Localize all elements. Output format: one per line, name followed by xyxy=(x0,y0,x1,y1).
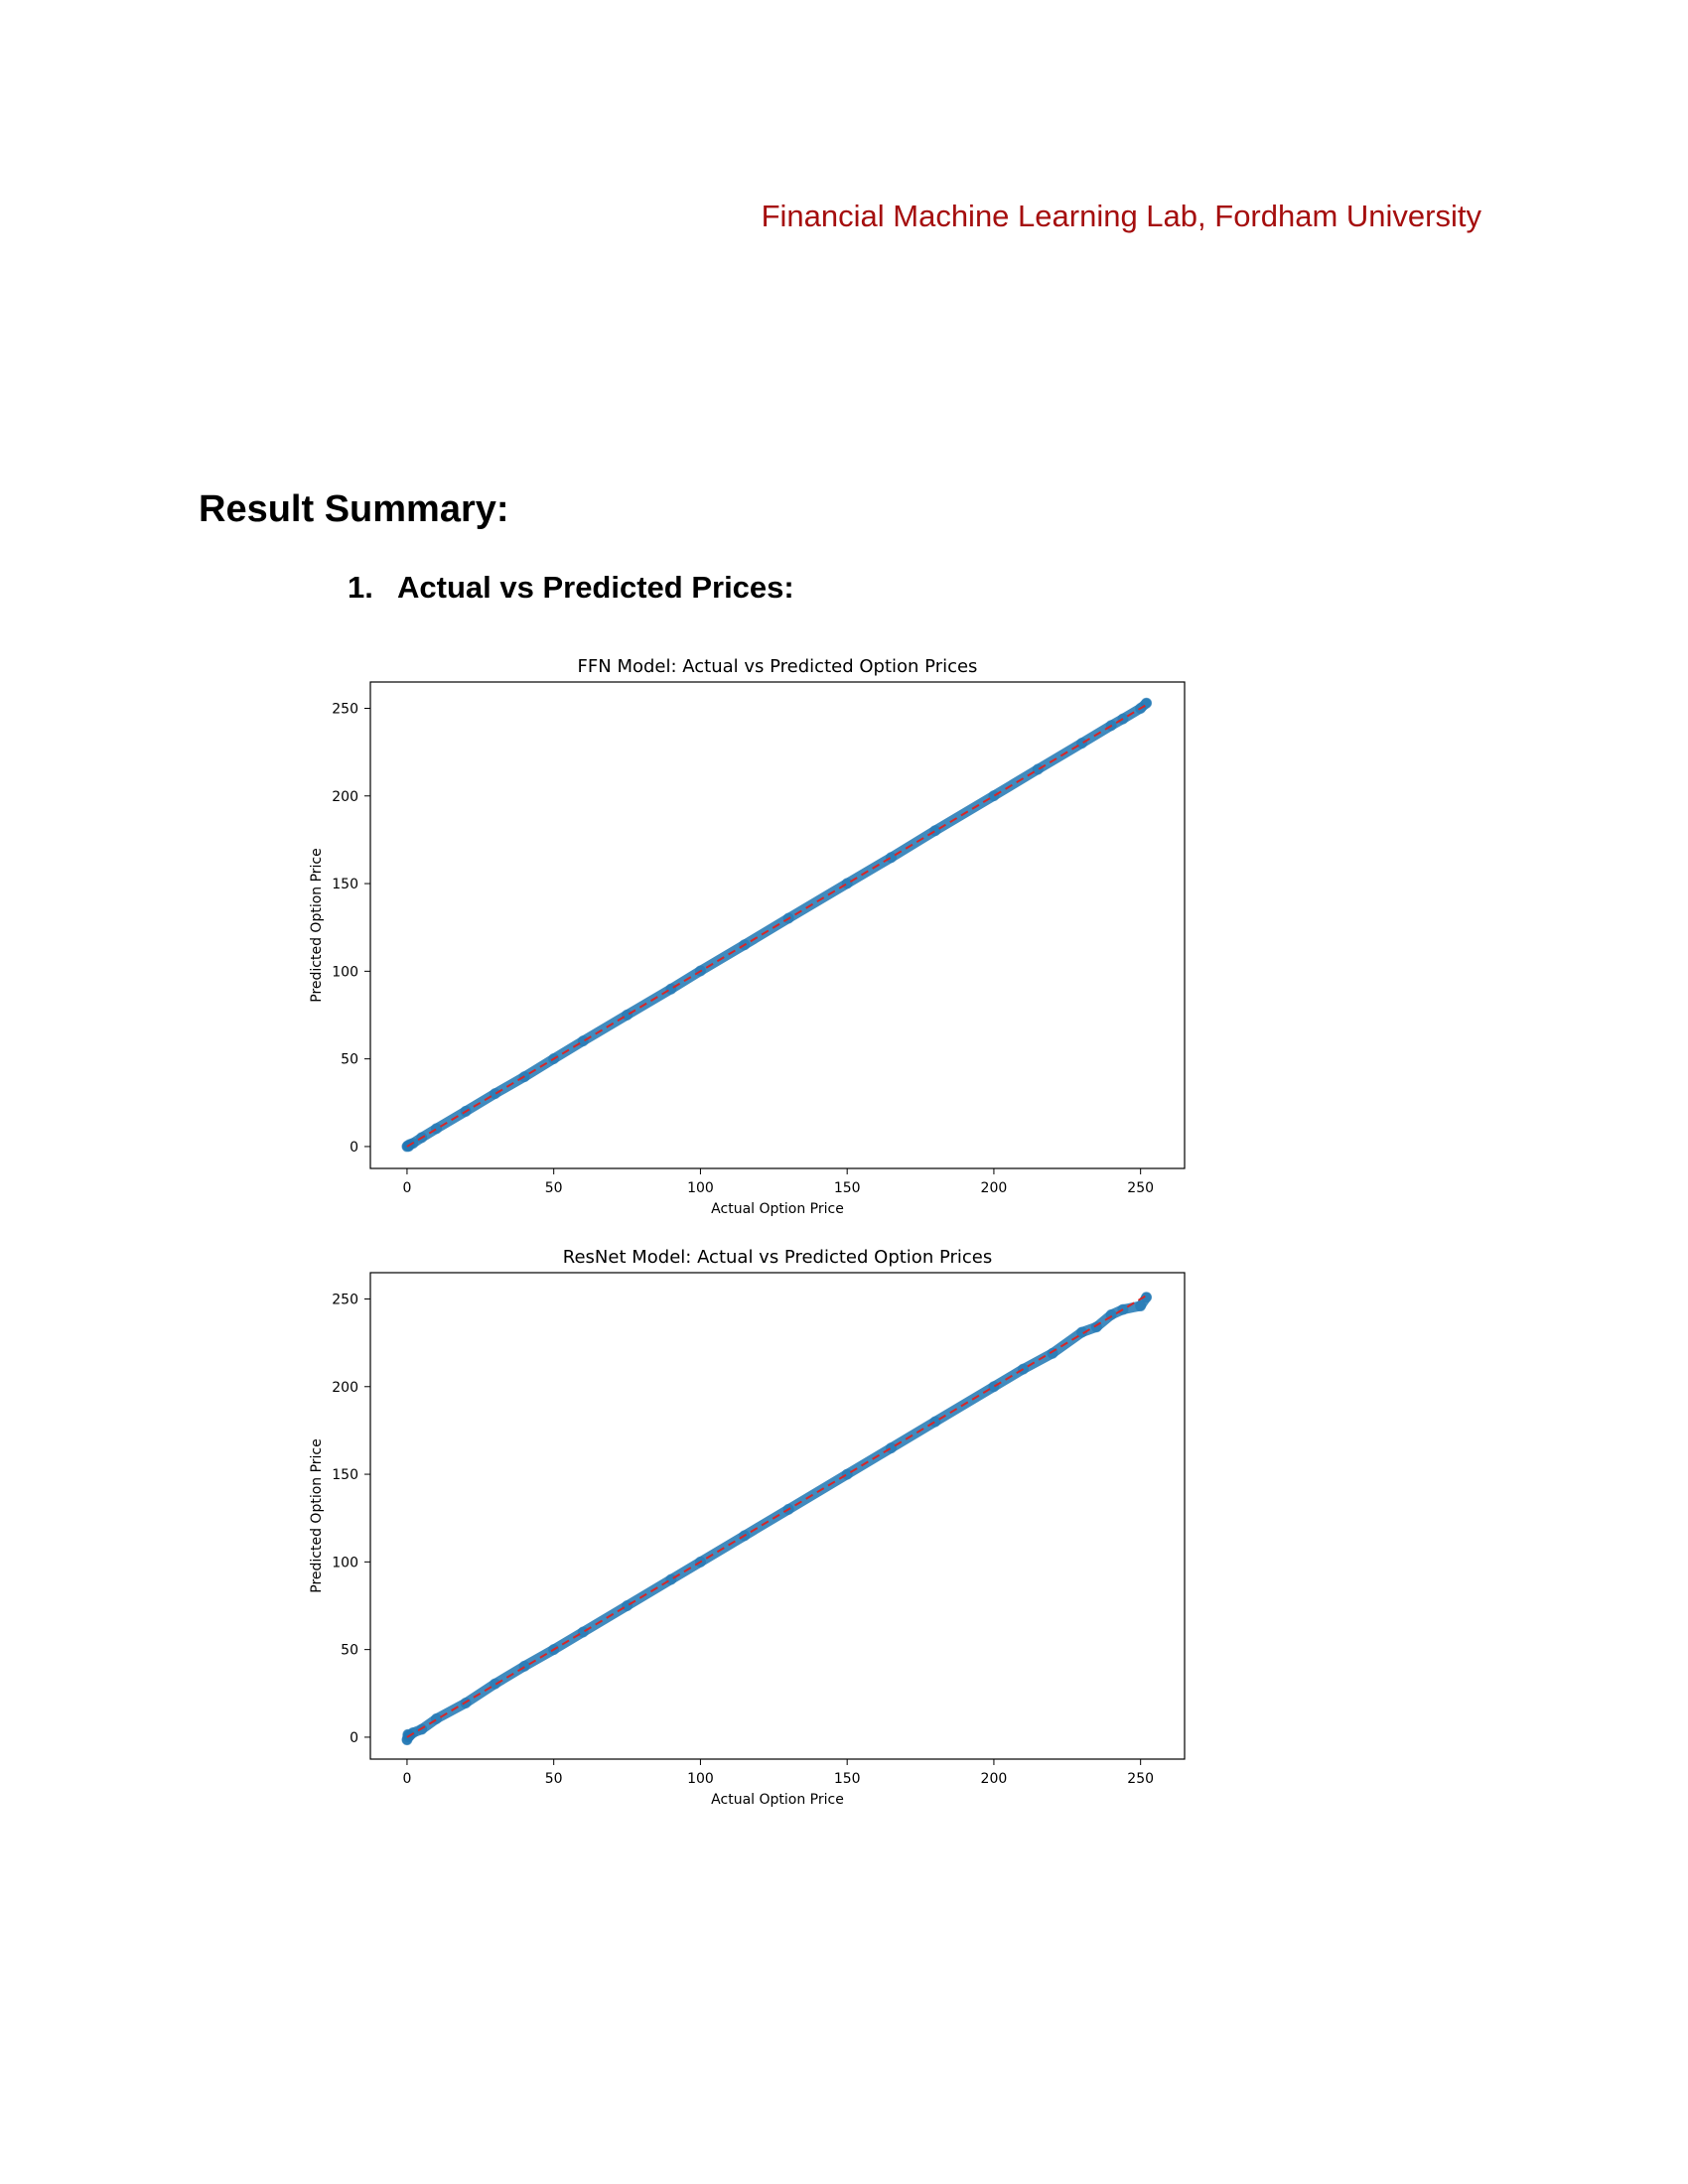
reference-line xyxy=(406,704,1148,1148)
plot-frame xyxy=(369,1272,1186,1760)
reference-line xyxy=(406,1295,1148,1738)
scatter-point xyxy=(929,825,941,837)
y-tick-label: 100 xyxy=(332,964,358,980)
ffn-chart-svg: FFN Model: Actual vs Predicted Option Pr… xyxy=(309,656,1186,1217)
subsection-heading: 1. Actual vs Predicted Prices: xyxy=(348,570,794,606)
y-tick-label: 150 xyxy=(332,1467,358,1483)
resnet-scatter-chart: ResNet Model: Actual vs Predicted Option… xyxy=(298,1241,1211,1827)
scatter-point xyxy=(577,1626,589,1638)
x-tick-label: 250 xyxy=(1127,1180,1154,1196)
y-tick-label: 50 xyxy=(341,1643,358,1659)
section-title: Result Summary: xyxy=(199,488,509,530)
x-axis-label: Actual Option Price xyxy=(711,1201,844,1217)
x-tick-label: 200 xyxy=(981,1771,1008,1787)
x-axis-label: Actual Option Price xyxy=(711,1792,844,1808)
x-tick-label: 0 xyxy=(402,1180,411,1196)
scatter-point xyxy=(1141,1292,1153,1303)
subsection-number: 1. xyxy=(348,570,373,605)
x-tick-label: 150 xyxy=(834,1771,861,1787)
scatter-point xyxy=(577,1035,589,1047)
scatter-point xyxy=(886,1442,898,1454)
scatter-point xyxy=(665,983,677,995)
scatter-point xyxy=(988,790,1000,802)
y-tick-label: 250 xyxy=(332,701,358,717)
x-tick-label: 50 xyxy=(545,1771,563,1787)
scatter-point xyxy=(490,1678,501,1690)
y-tick-label: 200 xyxy=(332,789,358,805)
chart-title: FFN Model: Actual vs Predicted Option Pr… xyxy=(578,656,978,677)
scatter-point xyxy=(665,1573,677,1585)
y-axis-label: Predicted Option Price xyxy=(309,848,325,1003)
scatter-point xyxy=(1032,763,1044,775)
chart-title: ResNet Model: Actual vs Predicted Option… xyxy=(563,1247,992,1268)
scatter-point xyxy=(1076,738,1088,750)
scatter-band xyxy=(401,1292,1152,1745)
scatter-point xyxy=(841,1468,853,1480)
scatter-point xyxy=(430,1123,442,1135)
plot-frame xyxy=(369,681,1186,1169)
x-tick-label: 100 xyxy=(687,1180,714,1196)
scatter-point xyxy=(1076,1326,1088,1338)
subsection-title: Actual vs Predicted Prices: xyxy=(397,570,794,605)
y-tick-label: 100 xyxy=(332,1555,358,1570)
scatter-point xyxy=(1135,1300,1147,1312)
y-tick-label: 0 xyxy=(350,1730,358,1746)
y-tick-label: 50 xyxy=(341,1052,358,1068)
scatter-point xyxy=(841,878,853,889)
x-tick-label: 50 xyxy=(545,1180,563,1196)
x-tick-label: 250 xyxy=(1127,1771,1154,1787)
y-tick-label: 250 xyxy=(332,1292,358,1307)
y-tick-label: 150 xyxy=(332,877,358,892)
scatter-point xyxy=(490,1088,501,1100)
scatter-point xyxy=(929,1416,941,1428)
y-tick-label: 200 xyxy=(332,1380,358,1396)
lab-affiliation: Financial Machine Learning Lab, Fordham … xyxy=(761,199,1481,233)
y-tick-label: 0 xyxy=(350,1140,358,1156)
x-tick-label: 0 xyxy=(402,1771,411,1787)
scatter-point xyxy=(622,1009,633,1021)
x-tick-label: 150 xyxy=(834,1180,861,1196)
x-tick-label: 200 xyxy=(981,1180,1008,1196)
resnet-chart-svg: ResNet Model: Actual vs Predicted Option… xyxy=(309,1247,1186,1808)
scatter-point xyxy=(886,852,898,864)
scatter-point xyxy=(622,1599,633,1611)
x-tick-label: 100 xyxy=(687,1771,714,1787)
ffn-scatter-chart: FFN Model: Actual vs Predicted Option Pr… xyxy=(298,650,1211,1236)
y-axis-label: Predicted Option Price xyxy=(309,1438,325,1593)
